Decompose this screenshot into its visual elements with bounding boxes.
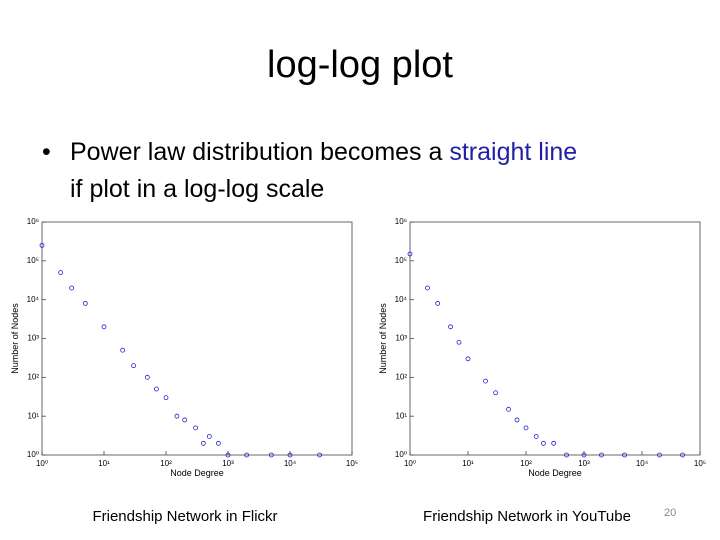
y-tick-label: 10³: [27, 334, 39, 343]
point: [153, 386, 159, 392]
y-tick-label: 10³: [395, 334, 407, 343]
x-tick-label: 10¹: [98, 459, 110, 468]
point: [599, 452, 604, 458]
x-tick-label: 10¹: [462, 459, 474, 468]
x-axis-label: Node Degree: [170, 468, 224, 478]
chart-caption: Friendship Network in Flickr: [92, 508, 277, 525]
point: [182, 417, 188, 423]
plot-frame: [409, 221, 701, 456]
point: [69, 285, 74, 291]
point: [581, 452, 587, 458]
point: [448, 324, 453, 330]
point: [514, 417, 520, 423]
x-tick-label: 10³: [578, 459, 590, 468]
x-tick-label: 10⁰: [36, 459, 48, 468]
point: [622, 452, 627, 458]
point: [465, 356, 471, 362]
x-tick-label: 10⁴: [284, 459, 297, 468]
point: [144, 374, 150, 380]
point: [268, 452, 274, 458]
point: [407, 251, 413, 257]
point: [225, 452, 231, 458]
y-tick-label: 10⁶: [395, 217, 407, 226]
point: [506, 406, 511, 412]
bullet-text: Power law distribution becomes a: [70, 138, 443, 166]
point: [435, 301, 441, 306]
point: [523, 425, 529, 431]
point: [193, 425, 198, 431]
point: [483, 378, 488, 384]
point: [456, 339, 462, 345]
y-tick-label: 10⁶: [27, 217, 39, 226]
y-tick-label: 10⁵: [27, 256, 39, 265]
point: [680, 452, 685, 458]
point: [215, 440, 221, 446]
point: [317, 452, 322, 458]
bullet-highlight: straight line: [449, 138, 578, 166]
y-tick-label: 10⁴: [395, 295, 408, 304]
point: [163, 395, 169, 401]
y-tick-label: 10²: [395, 372, 407, 381]
x-tick-label: 10⁵: [694, 459, 706, 468]
point: [174, 413, 180, 419]
x-axis-label: Node Degree: [528, 468, 582, 478]
chart-caption: Friendship Network in YouTube: [423, 508, 631, 525]
point: [82, 301, 88, 306]
point: [120, 347, 126, 353]
bullet-text: if plot in a log-log scale: [70, 175, 325, 203]
point: [564, 452, 569, 458]
x-tick-label: 10⁵: [346, 459, 358, 468]
x-tick-label: 10²: [160, 459, 172, 468]
x-tick-label: 10³: [222, 459, 234, 468]
page-number: 20: [664, 507, 677, 519]
point: [131, 363, 136, 369]
y-tick-label: 10⁰: [27, 450, 39, 459]
point: [541, 440, 546, 446]
point: [425, 285, 430, 291]
point: [493, 390, 499, 396]
y-axis-label: Number of Nodes: [10, 303, 20, 374]
point: [101, 324, 107, 330]
point: [39, 242, 45, 248]
y-tick-label: 10⁰: [395, 450, 407, 459]
point: [657, 452, 662, 458]
point: [551, 440, 557, 446]
y-tick-label: 10¹: [27, 411, 39, 420]
y-tick-label: 10¹: [395, 411, 407, 420]
x-tick-label: 10⁰: [404, 459, 416, 468]
y-tick-label: 10⁵: [395, 256, 407, 265]
x-tick-label: 10⁴: [636, 459, 649, 468]
x-tick-label: 10²: [520, 459, 532, 468]
point: [244, 452, 250, 458]
y-axis-label: Number of Nodes: [378, 303, 388, 374]
point: [58, 270, 64, 275]
y-tick-label: 10²: [27, 372, 39, 381]
point: [533, 434, 539, 439]
plot-frame: [41, 221, 353, 456]
bullet: Power law distribution becomes a straigh…: [42, 134, 700, 208]
point: [206, 434, 212, 439]
y-tick-label: 10⁴: [27, 295, 40, 304]
point: [287, 452, 293, 458]
slide-title: log-log plot: [267, 44, 453, 86]
point: [200, 440, 206, 446]
